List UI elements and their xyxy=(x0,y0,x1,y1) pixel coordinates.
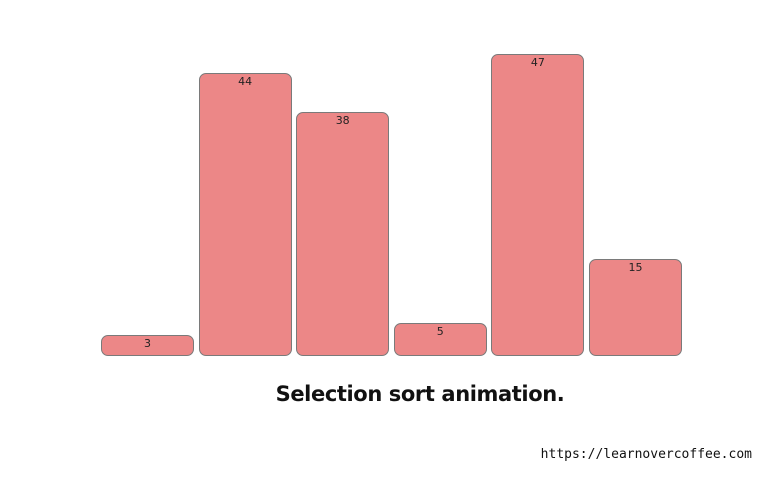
bar-value-label: 38 xyxy=(335,113,350,127)
bar-3: 38 xyxy=(296,111,390,356)
bar-6: 15 xyxy=(589,259,682,356)
bar-2: 44 xyxy=(198,73,292,356)
chart-caption: Selection sort animation. xyxy=(275,382,565,406)
bar-value-label: 44 xyxy=(238,75,253,89)
bar-4: 5 xyxy=(393,323,487,356)
bar-5: 47 xyxy=(491,54,585,356)
bar-1: 3 xyxy=(101,335,194,356)
bar-chart: 3 44 38 5 47 15 xyxy=(101,54,682,356)
bar-value-label: 15 xyxy=(628,261,643,274)
bar-value-label: 5 xyxy=(436,325,444,338)
bar-value-label: 3 xyxy=(144,337,151,350)
bar-value-label: 47 xyxy=(530,56,545,70)
source-credit: https://learnovercoffee.com xyxy=(540,447,752,462)
